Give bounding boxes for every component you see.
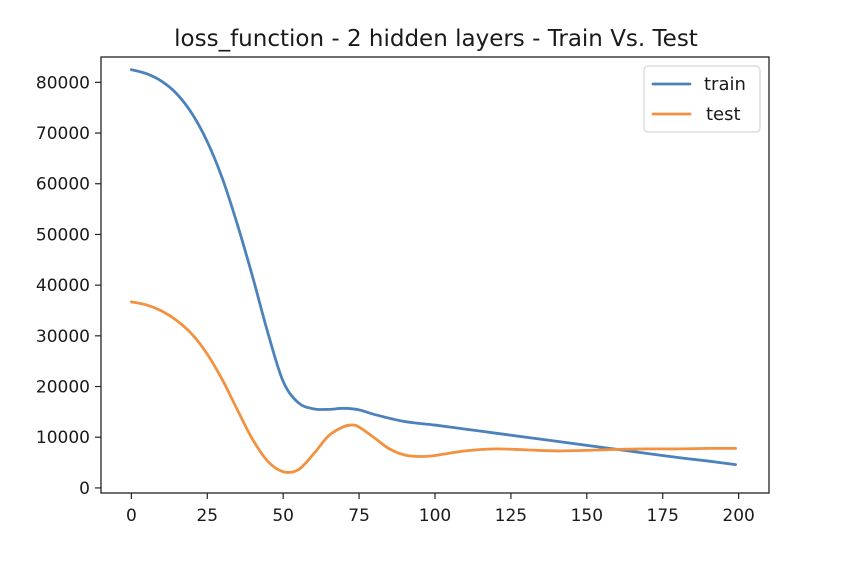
y-tick-label: 70000 (36, 124, 90, 144)
x-tick-label: 150 (571, 506, 603, 526)
x-axis: 0 25 50 75 100 125 150 175 200 (126, 493, 755, 526)
y-tick-label: 10000 (36, 428, 90, 448)
x-tick-label: 50 (272, 506, 294, 526)
legend-label-train: train (704, 74, 746, 95)
x-tick-label: 75 (348, 506, 370, 526)
x-tick-label: 175 (647, 506, 679, 526)
x-tick-label: 25 (196, 506, 218, 526)
x-tick-label: 125 (495, 506, 527, 526)
y-tick-label: 0 (79, 479, 90, 499)
series-line-test (129, 300, 737, 474)
legend: train test (643, 65, 761, 133)
series-line-train (129, 68, 737, 467)
x-tick-label: 0 (126, 506, 137, 526)
y-tick-label: 80000 (36, 73, 90, 93)
x-tick-label: 200 (722, 506, 754, 526)
legend-label-test: test (706, 104, 741, 125)
y-tick-label: 50000 (36, 225, 90, 245)
plot-area (129, 68, 737, 474)
legend-box (643, 65, 761, 133)
y-tick-label: 30000 (36, 327, 90, 347)
y-tick-label: 20000 (36, 378, 90, 398)
y-tick-label: 60000 (36, 175, 90, 195)
x-tick-label: 100 (419, 506, 451, 526)
chart-title: loss_function - 2 hidden layers - Train … (174, 26, 698, 52)
y-tick-label: 40000 (36, 276, 90, 296)
y-axis: 0 10000 20000 30000 40000 50000 60000 70000 8000… (36, 73, 101, 499)
